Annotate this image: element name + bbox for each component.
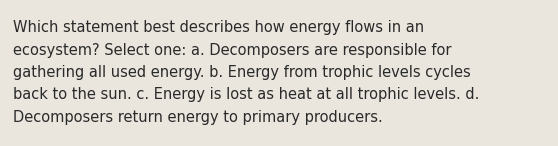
Text: gathering all used energy. b. Energy from trophic levels cycles: gathering all used energy. b. Energy fro… [13,65,471,80]
Text: Decomposers return energy to primary producers.: Decomposers return energy to primary pro… [13,110,383,125]
Text: Which statement best describes how energy flows in an: Which statement best describes how energ… [13,20,424,35]
Text: ecosystem? Select one: a. Decomposers are responsible for: ecosystem? Select one: a. Decomposers ar… [13,42,451,58]
Text: back to the sun. c. Energy is lost as heat at all trophic levels. d.: back to the sun. c. Energy is lost as he… [13,87,479,102]
